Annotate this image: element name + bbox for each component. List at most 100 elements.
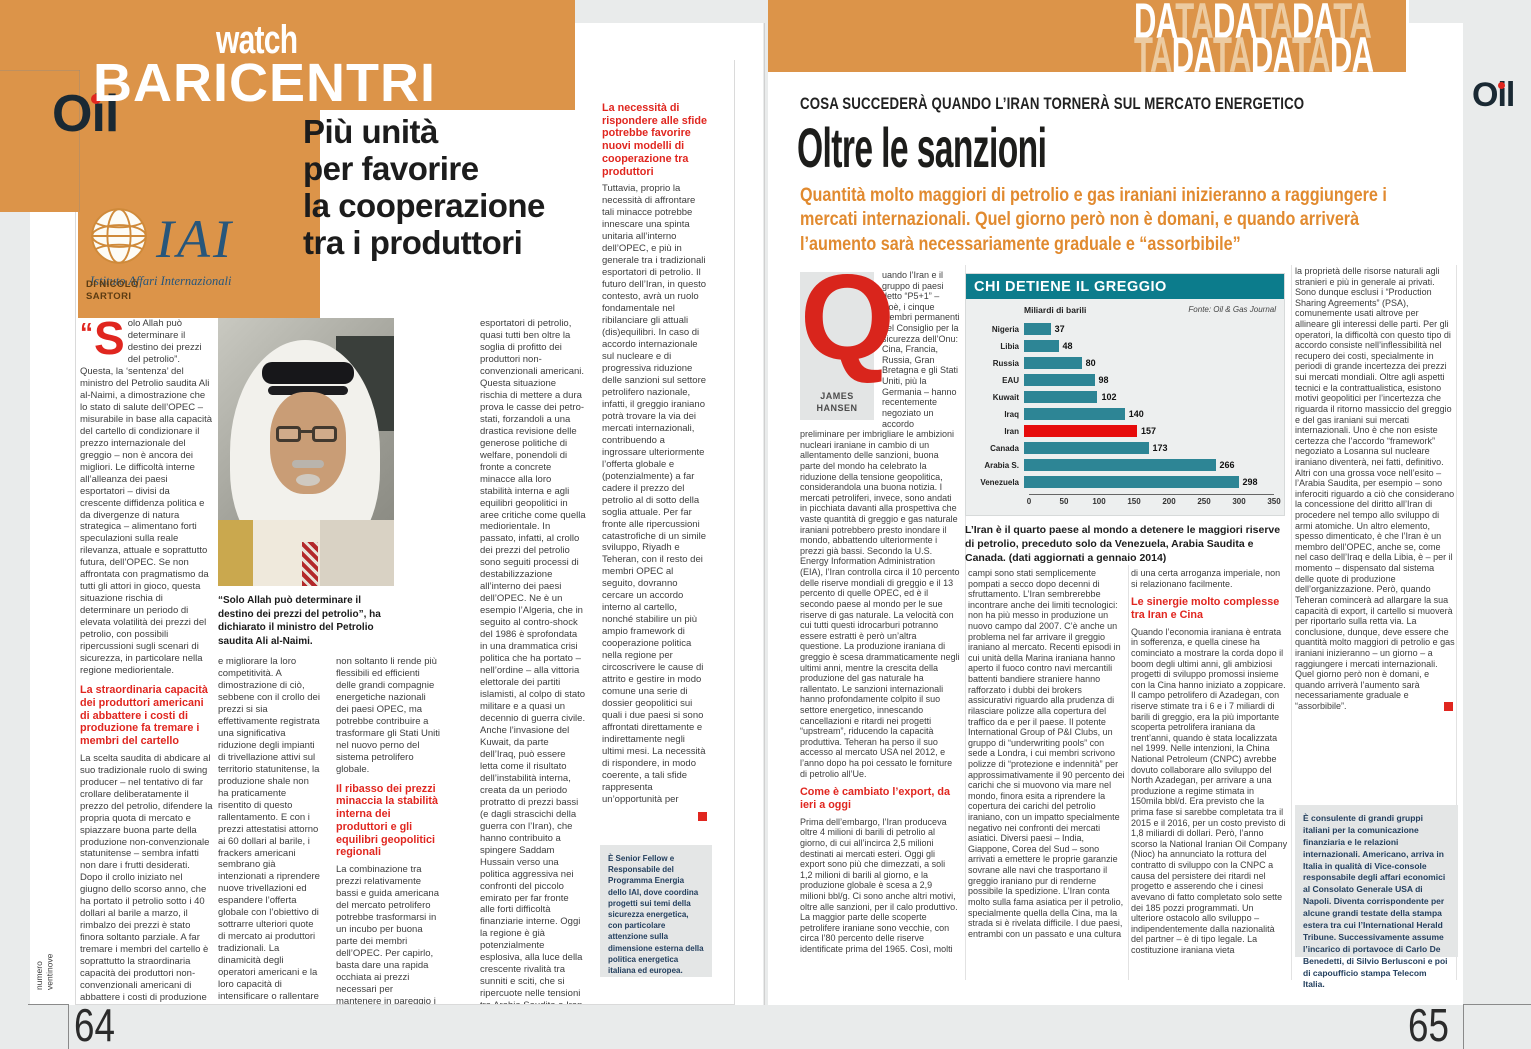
chart-unit-label: Miliardi di barili (1024, 305, 1087, 315)
bar-value: 266 (1219, 460, 1235, 470)
bar-label: Iran (1004, 427, 1019, 436)
bar-value: 37 (1054, 324, 1065, 334)
red-subhead: La necessità di rispondere alle sfide po… (602, 102, 708, 178)
data-pattern-line-1: DATADATADATA (1134, 0, 1372, 46)
bar-label: Kuwait (992, 393, 1019, 402)
trim-mark (68, 1004, 69, 1049)
axis-tick: 100 (1092, 497, 1106, 506)
bar-row: Arabia S. 266 (974, 457, 1276, 474)
bar-row: Iraq 140 (974, 406, 1276, 423)
bar-label: Canada (990, 444, 1019, 453)
data-letters: DA (1292, 0, 1334, 49)
iai-logo: IAI Istituto Affari Internazionali (90, 207, 320, 289)
paragraph: la proprietà delle risorse naturali agli… (1295, 266, 1455, 711)
oil-logo-red-dot (91, 94, 101, 104)
chart-caption: L’Iran è il quarto paese al mondo a dete… (965, 524, 1281, 564)
right-column-3: di una certa arroganza imperiale, non si… (1131, 568, 1288, 980)
left-orange-band (0, 0, 575, 110)
kicker: COSA SUCCEDERÀ QUANDO L’IRAN TORNERÀ SUL… (800, 94, 1305, 113)
red-subhead: Come è cambiato l’export, da ieri a oggi (800, 786, 950, 811)
bar-label: Iraq (1004, 410, 1019, 419)
axis-tick: 250 (1197, 497, 1211, 506)
photo-glasses-bridge (300, 430, 314, 433)
column-rule (965, 265, 966, 980)
photo-mustache (292, 460, 324, 468)
article-end-mark-right (1444, 702, 1453, 711)
photo-caption: “Solo Allah può determinare il destino d… (218, 595, 381, 647)
bar (1024, 425, 1138, 437)
section-label-baricentri: BARICENTRI (93, 53, 436, 113)
article-title-left: Più unità per favorire la cooperazione t… (303, 113, 545, 261)
photo-agal-lower (268, 386, 348, 395)
data-letters: TA (1134, 27, 1172, 83)
data-letters: DA (1250, 27, 1293, 83)
data-letters: DA (1171, 27, 1214, 83)
right-column-4: la proprietà delle risorse naturali agli… (1295, 266, 1455, 718)
bar-label: EAU (1002, 376, 1019, 385)
dropcap-letter-s: S (94, 318, 125, 364)
bar-value: 48 (1062, 341, 1073, 351)
bar-row: EAU 98 (974, 372, 1276, 389)
author-bio-left: È Senior Fellow e Responsabile del Progr… (600, 845, 712, 977)
chart-source: Fonte: Oil & Gas Journal (1188, 305, 1276, 314)
left-column-3: non soltanto li rende più flessibili ed … (336, 656, 440, 1004)
bar (1024, 374, 1095, 386)
column-rule (1456, 265, 1457, 980)
oil-logo-text: Oil (52, 85, 119, 143)
column-rule (1128, 565, 1129, 980)
left-column-5: La necessità di rispondere alle sfide po… (602, 95, 708, 807)
data-letters: TA (1213, 27, 1251, 83)
bar (1024, 459, 1216, 471)
axis-tick: 300 (1232, 497, 1246, 506)
paragraph: Tuttavia, proprio la necessità di affron… (602, 183, 707, 807)
article-title-right: Oltre le sanzioni (797, 116, 1047, 179)
paragraph: di una certa arroganza imperiale, non si… (1131, 568, 1281, 589)
data-letters: TA (1333, 0, 1372, 49)
chart-bars: Nigeria 37 Libia 48 Russia 80 EAU 98 Kuwait 102 Ir… (974, 321, 1276, 491)
oil-logo-text: Oil (1472, 76, 1515, 114)
bar-value: 102 (1101, 392, 1117, 402)
paragraph: La scelta saudita di abdicare al suo tra… (80, 752, 213, 1004)
photo-agal (262, 362, 354, 384)
dropcap-open-quote: “ (80, 318, 93, 347)
iai-logo-text: IAI (156, 208, 234, 269)
left-column-2: e migliorare la loro competitività. A di… (218, 656, 322, 1004)
paragraph: e migliorare la loro competitività. A di… (218, 656, 320, 1004)
chart-x-axis: 0 50 100 150 200 250 300 350 (1027, 494, 1281, 510)
paragraph: uando l’Iran e il gruppo di paesi detto … (800, 270, 960, 779)
article-end-mark-left (698, 812, 707, 821)
bar-value: 80 (1085, 358, 1096, 368)
axis-tick: 200 (1162, 497, 1176, 506)
red-subhead: Le sinergie molto complesse tra Iran e C… (1131, 596, 1280, 621)
bar-row: Canada 173 (974, 440, 1276, 457)
data-letters: DA (1213, 0, 1255, 49)
red-subhead: Il ribasso dei prezzi minaccia la stabil… (336, 782, 439, 859)
axis-tick: 350 (1267, 497, 1281, 506)
column-rule (1291, 265, 1292, 980)
bar-row: Libia 48 (974, 338, 1276, 355)
bar-label: Russia (992, 359, 1019, 368)
paragraph: Quando l’economia iraniana è entrata in … (1131, 626, 1288, 955)
bar-label: Libia (1000, 342, 1019, 351)
iai-globe-icon (90, 207, 148, 270)
paragraph: Prima dell’embargo, l’Iran produceva olt… (800, 816, 958, 955)
photo-beard (296, 474, 320, 486)
bar (1024, 476, 1239, 488)
trim-mark (1463, 1004, 1531, 1005)
author-bio-right: È consulente di grandi gruppi italiani p… (1295, 805, 1458, 989)
bar-label: Nigeria (991, 325, 1019, 334)
data-letters: TA (1254, 0, 1293, 49)
bar (1024, 357, 1082, 369)
section-label-watch: watch (216, 18, 298, 62)
trim-mark (28, 1004, 68, 1005)
paragraph: campi sono stati semplicemente pompati a… (968, 568, 1125, 939)
trim-mark (79, 70, 80, 212)
author-byline-left: di NICOLÒ SARTORI (86, 279, 139, 303)
left-col1-paragraph: olo Allah può determinare il destino dei… (80, 318, 213, 677)
bar-row: Kuwait 102 (974, 389, 1276, 406)
page-number-left: 64 (74, 999, 115, 1049)
bar (1024, 323, 1051, 335)
author-box: Q JAMES HANSEN (800, 270, 895, 420)
